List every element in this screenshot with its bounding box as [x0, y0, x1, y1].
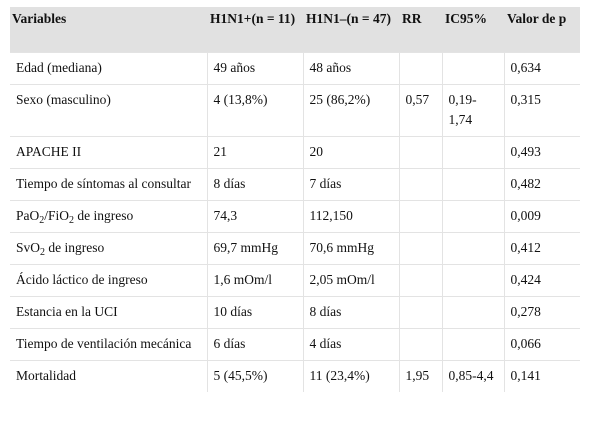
h1n1-negative-cell: 2,05 mOm/l	[302, 264, 400, 297]
variable-text: de ingreso	[45, 240, 105, 255]
p-value-cell: 0,141	[503, 360, 580, 392]
variable-cell: Sexo (masculino)	[10, 84, 208, 137]
table-row: Edad (mediana) 49 años 48 años 0,634	[10, 52, 580, 85]
rr-cell	[398, 136, 443, 169]
p-value-cell: 0,278	[503, 296, 580, 329]
header-h1n1-positive: H1N1+(n = 11)	[207, 7, 303, 53]
variable-text: PaO	[16, 208, 40, 223]
ic95-cell	[441, 200, 505, 233]
h1n1-positive-cell: 74,3	[206, 200, 304, 233]
h1n1-positive-cell: 6 días	[206, 328, 304, 361]
h1n1-negative-cell: 7 días	[302, 168, 400, 201]
header-rr: RR	[399, 7, 442, 53]
p-value-cell: 0,424	[503, 264, 580, 297]
rr-cell: 0,57	[398, 84, 443, 137]
table-row: Tiempo de síntomas al consultar 8 días 7…	[10, 168, 580, 201]
h1n1-positive-cell: 10 días	[206, 296, 304, 329]
ic95-cell	[441, 264, 505, 297]
ic95-cell: 0,19-1,74	[441, 84, 505, 137]
h1n1-negative-cell: 70,6 mmHg	[302, 232, 400, 265]
ic95-cell	[441, 328, 505, 361]
h1n1-positive-cell: 69,7 mmHg	[206, 232, 304, 265]
ic95-cell	[441, 52, 505, 85]
header-row: Variables H1N1+(n = 11) H1N1–(n = 47) RR…	[10, 7, 580, 53]
p-value-cell: 0,412	[503, 232, 580, 265]
header-ic95: IC95%	[442, 7, 504, 53]
h1n1-negative-cell: 4 días	[302, 328, 400, 361]
table-row: Sexo (masculino) 4 (13,8%) 25 (86,2%) 0,…	[10, 84, 580, 137]
h1n1-negative-cell: 11 (23,4%)	[302, 360, 400, 392]
h1n1-negative-cell: 20	[302, 136, 400, 169]
variable-cell: Edad (mediana)	[10, 52, 208, 85]
ic95-cell	[441, 232, 505, 265]
table-row: Tiempo de ventilación mecánica 6 días 4 …	[10, 328, 580, 361]
h1n1-positive-cell: 4 (13,8%)	[206, 84, 304, 137]
p-value-cell: 0,315	[503, 84, 580, 137]
results-table: Variables H1N1+(n = 11) H1N1–(n = 47) RR…	[10, 7, 580, 392]
table-row: PaO2/FiO2 de ingreso 74,3 112,150 0,009	[10, 200, 580, 233]
subscript: 2	[69, 215, 75, 226]
rr-cell	[398, 52, 443, 85]
h1n1-positive-cell: 49 años	[206, 52, 304, 85]
variable-cell: SvO2 de ingreso	[10, 232, 208, 265]
header-variables: Variables	[10, 7, 207, 53]
ic95-cell	[441, 168, 505, 201]
variable-text: SvO	[16, 240, 41, 255]
variable-cell: Tiempo de síntomas al consultar	[10, 168, 208, 201]
subscript: 2	[39, 215, 45, 226]
rr-cell	[398, 328, 443, 361]
variable-text: de ingreso	[74, 208, 134, 223]
p-value-cell: 0,493	[503, 136, 580, 169]
variable-cell: Mortalidad	[10, 360, 208, 392]
table-row: Ácido láctico de ingreso 1,6 mOm/l 2,05 …	[10, 264, 580, 297]
variable-cell: PaO2/FiO2 de ingreso	[10, 200, 208, 233]
h1n1-positive-cell: 8 días	[206, 168, 304, 201]
rr-cell	[398, 264, 443, 297]
header-p-value: Valor de p	[504, 7, 580, 53]
p-value-cell: 0,066	[503, 328, 580, 361]
rr-cell	[398, 296, 443, 329]
h1n1-negative-cell: 8 días	[302, 296, 400, 329]
p-value-cell: 0,482	[503, 168, 580, 201]
variable-cell: Estancia en la UCI	[10, 296, 208, 329]
rr-cell: 1,95	[398, 360, 443, 392]
p-value-cell: 0,634	[503, 52, 580, 85]
h1n1-positive-cell: 21	[206, 136, 304, 169]
h1n1-positive-cell: 5 (45,5%)	[206, 360, 304, 392]
rr-cell	[398, 168, 443, 201]
ic95-cell	[441, 296, 505, 329]
variable-cell: Tiempo de ventilación mecánica	[10, 328, 208, 361]
header-h1n1-negative: H1N1–(n = 47)	[303, 7, 399, 53]
table-row: Estancia en la UCI 10 días 8 días 0,278	[10, 296, 580, 329]
variable-cell: APACHE II	[10, 136, 208, 169]
rr-cell	[398, 232, 443, 265]
table-row: APACHE II 21 20 0,493	[10, 136, 580, 169]
h1n1-positive-cell: 1,6 mOm/l	[206, 264, 304, 297]
h1n1-negative-cell: 25 (86,2%)	[302, 84, 400, 137]
variable-cell: Ácido láctico de ingreso	[10, 264, 208, 297]
h1n1-negative-cell: 48 años	[302, 52, 400, 85]
ic95-cell	[441, 136, 505, 169]
table-row: SvO2 de ingreso 69,7 mmHg 70,6 mmHg 0,41…	[10, 232, 580, 265]
subscript: 2	[40, 247, 46, 258]
table-row: Mortalidad 5 (45,5%) 11 (23,4%) 1,95 0,8…	[10, 360, 580, 392]
p-value-cell: 0,009	[503, 200, 580, 233]
variable-text: /FiO	[44, 208, 70, 223]
h1n1-negative-cell: 112,150	[302, 200, 400, 233]
rr-cell	[398, 200, 443, 233]
ic95-cell: 0,85-4,4	[441, 360, 505, 392]
